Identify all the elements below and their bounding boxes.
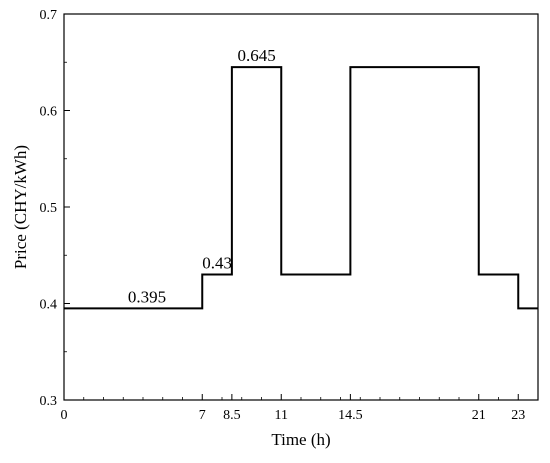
series-group bbox=[64, 66, 538, 310]
y-axis: 0.3 0.4 0.5 0.6 0.7 bbox=[40, 8, 70, 409]
x-axis: 0 7 8.5 11 14.5 21 23 bbox=[61, 394, 539, 423]
data-label: 0.395 bbox=[128, 287, 166, 306]
x-tick-label: 21 bbox=[472, 408, 486, 423]
data-label: 0.645 bbox=[237, 46, 275, 65]
x-axis-title: Time (h) bbox=[271, 430, 330, 449]
y-tick-label: 0.5 bbox=[40, 201, 58, 216]
y-tick-label: 0.3 bbox=[40, 394, 58, 409]
data-label: 0.43 bbox=[202, 254, 232, 273]
plot-frame bbox=[63, 13, 539, 401]
annotations: 0.395 0.43 0.645 bbox=[128, 46, 276, 306]
x-tick-label: 7 bbox=[199, 408, 206, 423]
x-tick-label: 8.5 bbox=[223, 408, 241, 423]
x-tick-label: 11 bbox=[275, 408, 288, 423]
x-tick-label: 23 bbox=[511, 408, 525, 423]
y-tick-label: 0.6 bbox=[40, 105, 58, 120]
x-tick-label: 14.5 bbox=[338, 408, 363, 423]
y-tick-label: 0.4 bbox=[40, 298, 58, 313]
x-tick-label: 0 bbox=[61, 408, 68, 423]
y-tick-label: 0.7 bbox=[40, 8, 58, 23]
plot-border bbox=[63, 13, 539, 401]
y-axis-title: Price (CHY/kWh) bbox=[11, 145, 30, 269]
price-step-line bbox=[64, 66, 538, 310]
